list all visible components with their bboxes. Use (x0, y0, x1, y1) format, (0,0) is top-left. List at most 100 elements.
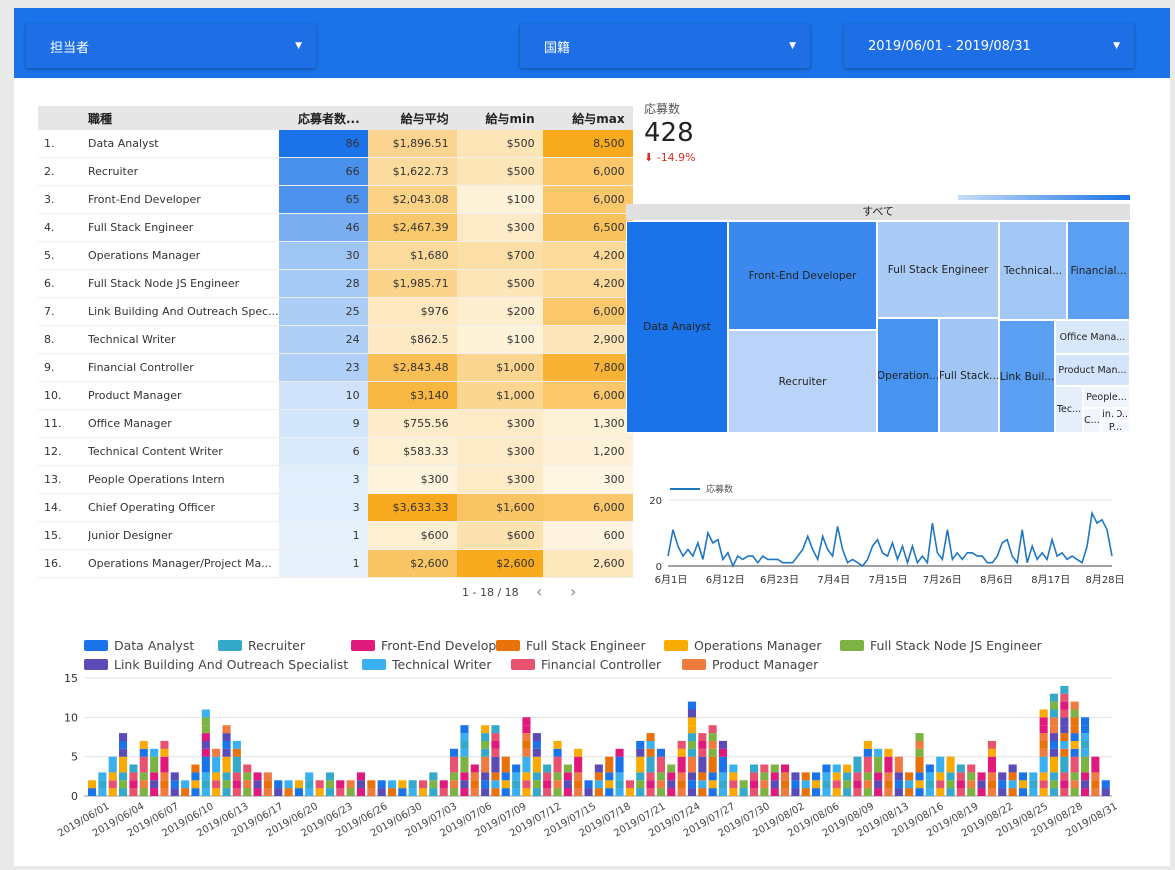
treemap-tile[interactable]: Lin... (1101, 408, 1116, 421)
bar-segment (843, 788, 852, 796)
table-row[interactable]: 8. Technical Writer 24 $862.5 $100 2,900 (38, 325, 633, 354)
table-row[interactable]: 9. Financial Controller 23 $2,843.48 $1,000 7… (38, 353, 633, 382)
table-row[interactable]: 11. Office Manager 9 $755.56 $300 1,300 (38, 409, 633, 438)
bar-segment (718, 772, 727, 781)
bar-segment (191, 788, 200, 796)
legend-item[interactable]: Recruiter (218, 638, 305, 653)
job-type-cell: Financial Controller (88, 353, 279, 382)
treemap-tile[interactable]: Technical... (999, 221, 1067, 320)
legend-swatch (218, 640, 242, 651)
legend-item[interactable]: Product Manager (682, 657, 818, 672)
treemap-color-scale (958, 195, 1130, 200)
bar-segment (274, 780, 283, 789)
line-series-applications (667, 510, 1113, 569)
bar-segment (636, 764, 645, 773)
salary-min-header[interactable]: 給与min (456, 106, 543, 130)
treemap-tile[interactable]: Financial... (1067, 221, 1130, 320)
bar-segment (698, 748, 707, 757)
bar-segment (915, 788, 924, 796)
treemap-tile[interactable]: Front-End Developer (728, 221, 877, 330)
assignee-filter[interactable]: 担当者 ▼ (26, 24, 316, 68)
legend-item[interactable]: Full Stack Node JS Engineer (840, 638, 1042, 653)
salary-max-cell: 300 (542, 465, 633, 494)
table-row[interactable]: 4. Full Stack Engineer 46 $2,467.39 $300 6,50… (38, 213, 633, 242)
bar-segment (956, 764, 965, 773)
legend-item[interactable]: Technical Writer (362, 657, 492, 672)
bar-segment (1060, 764, 1069, 773)
bar-segment (439, 780, 448, 789)
bar-segment (377, 788, 386, 796)
treemap-header[interactable]: すべて (626, 204, 1130, 220)
bar-segment (729, 780, 738, 789)
table-row[interactable]: 14. Chief Operating Officer 3 $3,633.33 $1,6… (38, 493, 633, 522)
x-tick-label: 7月4日 (817, 574, 850, 584)
treemap-tile[interactable]: Recruiter (728, 330, 877, 433)
bar-segment (253, 772, 262, 781)
y-tick-label: 0 (656, 562, 662, 573)
bar-segment (212, 756, 221, 765)
next-page-button[interactable]: › (570, 582, 577, 601)
bar-segment (708, 725, 717, 734)
bar-segment (615, 756, 624, 765)
legend-item[interactable]: Full Stack Engineer (496, 638, 646, 653)
legend-item[interactable]: Operations Manager (664, 638, 821, 653)
treemap-tile[interactable]: Operation... (877, 318, 939, 433)
treemap-tile[interactable]: People... (1083, 386, 1130, 408)
treemap-tile[interactable]: Product Man... (1055, 354, 1130, 386)
treemap-tile[interactable]: Office Mana... (1055, 320, 1130, 354)
salary-avg-cell: $2,043.08 (367, 185, 457, 214)
legend-item[interactable]: Link Building And Outreach Specialist (84, 657, 348, 672)
treemap-tile[interactable]: Data Analyst (626, 221, 728, 433)
table-row[interactable]: 3. Front-End Developer 65 $2,043.08 $100 6,00… (38, 185, 633, 214)
bar-segment (656, 748, 665, 757)
legend-item[interactable]: Financial Controller (511, 657, 661, 672)
treemap-tile[interactable]: Full Stack Engineer (877, 221, 999, 318)
table-row[interactable]: 12. Technical Content Writer 6 $583.33 $300 1… (38, 437, 633, 466)
prev-page-button[interactable]: ‹ (536, 582, 543, 601)
table-row[interactable]: 16. Operations Manager/Project Ma... 1 $2,6… (38, 549, 633, 578)
bar-segment (1081, 717, 1090, 726)
applicants-cell: 86 (278, 130, 368, 158)
treemap-tile[interactable]: O... (1116, 408, 1130, 421)
salary-avg-cell: $976 (367, 297, 457, 326)
bar-segment (501, 780, 510, 789)
date-range-filter[interactable]: 2019/06/01 - 2019/08/31 ▼ (844, 24, 1134, 68)
bar-segment (832, 764, 841, 773)
bar-segment (636, 748, 645, 757)
treemap-tile[interactable]: Tec... (1055, 386, 1083, 433)
table-row[interactable]: 2. Recruiter 66 $1,622.73 $500 6,000 (38, 157, 633, 186)
treemap-tile[interactable]: Link Buil... (999, 320, 1055, 433)
bar-segment (491, 756, 500, 765)
bar-segment (305, 772, 314, 781)
legend-item[interactable]: Data Analyst (84, 638, 194, 653)
table-row[interactable]: 15. Junior Designer 1 $600 $600 600 (38, 521, 633, 550)
x-tick-label: 7月15日 (868, 574, 907, 584)
bar-segment (481, 756, 490, 765)
table-row[interactable]: 1. Data Analyst 86 $1,896.51 $500 8,500 (38, 130, 633, 158)
table-row[interactable]: 13. People Operations Intern 3 $300 $300 300 (38, 465, 633, 494)
treemap-tile[interactable]: C... (1083, 408, 1101, 433)
bar-segment (491, 788, 500, 796)
treemap-tile[interactable]: P... (1101, 421, 1130, 433)
bar-segment (708, 733, 717, 741)
nationality-filter[interactable]: 国籍 ▼ (520, 24, 810, 68)
applicants-header[interactable]: 応募者数... (278, 106, 368, 130)
bar-segment (532, 788, 541, 796)
bar-segment (481, 788, 490, 796)
table-row[interactable]: 5. Operations Manager 30 $1,680 $700 4,200 (38, 241, 633, 270)
bar-segment (1049, 693, 1058, 702)
treemap-tile-label: Lin... (1102, 409, 1115, 420)
legend-item[interactable]: Front-End Developer (351, 638, 509, 653)
salary-avg-header[interactable]: 給与平均 (367, 106, 457, 130)
bar-segment (460, 725, 469, 734)
bar-segment (501, 772, 510, 781)
salary-max-header[interactable]: 給与max (542, 106, 633, 130)
table-row[interactable]: 7. Link Building And Outreach Spec... 25 $9… (38, 297, 633, 326)
table-row[interactable]: 10. Product Manager 10 $3,140 $1,000 6,000 (38, 381, 633, 410)
job-type-header[interactable]: 職種 (88, 106, 279, 130)
bar-segment (232, 748, 241, 757)
treemap-tile[interactable]: Full Stack... (939, 318, 999, 433)
salary-avg-cell: $3,633.33 (367, 493, 457, 522)
bar-segment (522, 788, 531, 796)
table-row[interactable]: 6. Full Stack Node JS Engineer 28 $1,985.71… (38, 269, 633, 298)
